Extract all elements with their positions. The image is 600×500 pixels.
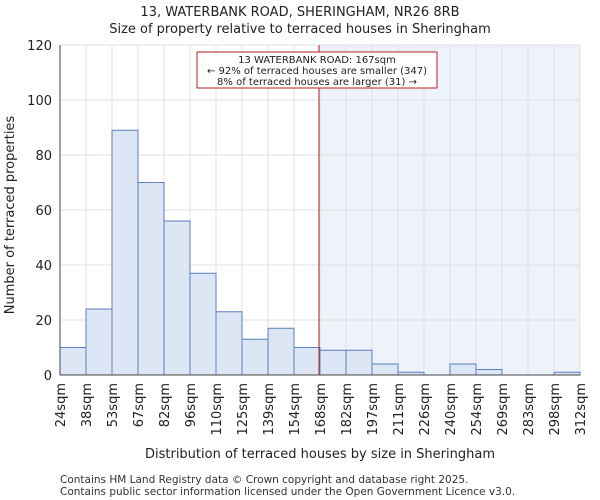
x-tick-label: 53sqm — [106, 383, 121, 427]
annotation-box — [196, 51, 438, 89]
x-tick-label: 226sqm — [418, 383, 433, 436]
x-tick-label: 38sqm — [80, 383, 95, 427]
footer-line-1: Contains HM Land Registry data © Crown c… — [60, 474, 468, 486]
bar — [111, 129, 139, 376]
x-tick-label: 125sqm — [236, 383, 251, 436]
bar — [59, 347, 87, 376]
y-tick-label: 60 — [35, 204, 52, 219]
x-tick-label: 269sqm — [496, 383, 511, 436]
chart-subtitle: Size of property relative to terraced ho… — [109, 22, 491, 37]
chart-title: 13, WATERBANK ROAD, SHERINGHAM, NR26 8RB — [140, 5, 459, 20]
x-axis-label: Distribution of terraced houses by size … — [145, 447, 495, 462]
x-tick-label: 96sqm — [184, 383, 199, 427]
bar — [475, 369, 503, 376]
y-tick-label: 80 — [35, 149, 52, 164]
annotation-line-1: 13 WATERBANK ROAD: 167sqm — [238, 55, 396, 66]
x-tick-label: 283sqm — [522, 383, 537, 436]
annotation-line-2: ← 92% of terraced houses are smaller (34… — [207, 66, 427, 77]
bar — [293, 347, 321, 376]
x-tick-label: 154sqm — [288, 383, 303, 436]
x-tick-label: 67sqm — [132, 383, 147, 427]
bar — [241, 338, 269, 376]
x-tick-label: 254sqm — [470, 383, 485, 436]
bar — [85, 308, 113, 376]
x-tick-label: 197sqm — [366, 383, 381, 436]
footer-line-2: Contains public sector information licen… — [60, 486, 515, 498]
bar — [267, 327, 295, 376]
x-tick-label: 82sqm — [158, 383, 173, 427]
annotation-line-3: 8% of terraced houses are larger (31) → — [217, 77, 417, 88]
y-tick-label: 100 — [27, 94, 52, 109]
x-tick-label: 168sqm — [314, 383, 329, 436]
bar — [137, 182, 165, 376]
y-tick-label: 120 — [27, 39, 52, 54]
x-tick-label: 240sqm — [444, 383, 459, 436]
bar — [449, 363, 477, 376]
bar — [215, 311, 243, 376]
bar — [319, 349, 347, 376]
bar — [345, 349, 373, 376]
y-axis-label: Number of terraced properties — [3, 116, 18, 315]
x-tick-label: 139sqm — [262, 383, 277, 436]
y-tick-label: 0 — [44, 369, 52, 384]
bar — [371, 363, 399, 376]
bar — [163, 220, 191, 376]
bar — [189, 272, 217, 376]
x-tick-label: 182sqm — [340, 383, 355, 436]
y-tick-label: 40 — [35, 259, 52, 274]
x-tick-label: 110sqm — [210, 383, 225, 436]
x-tick-label: 312sqm — [574, 383, 589, 436]
x-tick-label: 24sqm — [54, 383, 69, 427]
y-tick-label: 20 — [35, 314, 52, 329]
x-tick-label: 211sqm — [392, 383, 407, 436]
x-tick-label: 298sqm — [548, 383, 563, 436]
plot-area: 0 20 40 60 80 100 120 24sqm 38sqm 53sqm 67sqm 82sqm… — [27, 39, 589, 436]
